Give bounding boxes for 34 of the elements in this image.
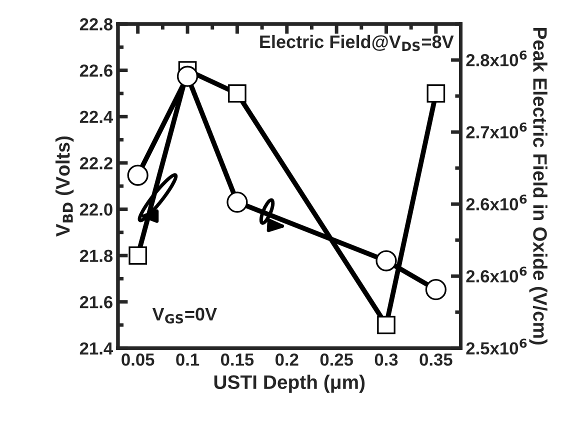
x-tick-label: 0.05 — [122, 353, 154, 366]
y-tick-label: 22.0 — [80, 203, 112, 216]
point — [425, 279, 446, 300]
point — [228, 84, 246, 103]
point — [127, 164, 148, 186]
point — [376, 250, 397, 272]
x-tick-label: 0.35 — [420, 353, 452, 366]
x-axis-title: USTI Depth (μm) — [214, 374, 365, 393]
annotation: Electric Field@V$_{DS}$=8V — [260, 34, 454, 52]
x-tick-label: 0.3 — [374, 353, 398, 366]
y-tick-label: 21.6 — [80, 296, 112, 308]
x-tick-label: 0.15 — [221, 353, 254, 366]
point — [426, 84, 446, 103]
point — [226, 192, 248, 213]
y2-tick-label: 2.7x10$^{6}$ — [466, 122, 527, 138]
y-axis-title: V$_{BD}$ (Volts) — [55, 136, 74, 237]
y-tick-label: 22.4 — [80, 110, 114, 123]
y2-axis-title: Peak Electric Field in Oxide (V/cm) — [529, 28, 548, 345]
point — [176, 66, 198, 87]
y2-tick-label: 2.6x10$^{6}$ — [466, 194, 527, 210]
annotation: V$_{GS}$=0V — [152, 308, 217, 324]
point — [377, 316, 396, 334]
point — [128, 246, 148, 265]
x-tick-label: 0.25 — [320, 353, 353, 366]
x-tick-label: 0.2 — [276, 353, 298, 366]
x-tick-label: 0.1 — [176, 353, 200, 366]
y-tick-label: 21.8 — [80, 250, 113, 262]
y-tick-label: 21.4 — [80, 342, 114, 354]
y-tick-label: 22.6 — [80, 64, 112, 77]
y2-tick-label: 2.5x10$^{6}$ — [466, 338, 527, 354]
y2-tick-label: 2.6x10$^{6}$ — [466, 266, 527, 282]
y-tick-label: 22.8 — [80, 18, 113, 30]
y2-tick-label: 2.8x10$^{6}$ — [466, 50, 527, 66]
y-tick-label: 22.2 — [80, 157, 112, 170]
